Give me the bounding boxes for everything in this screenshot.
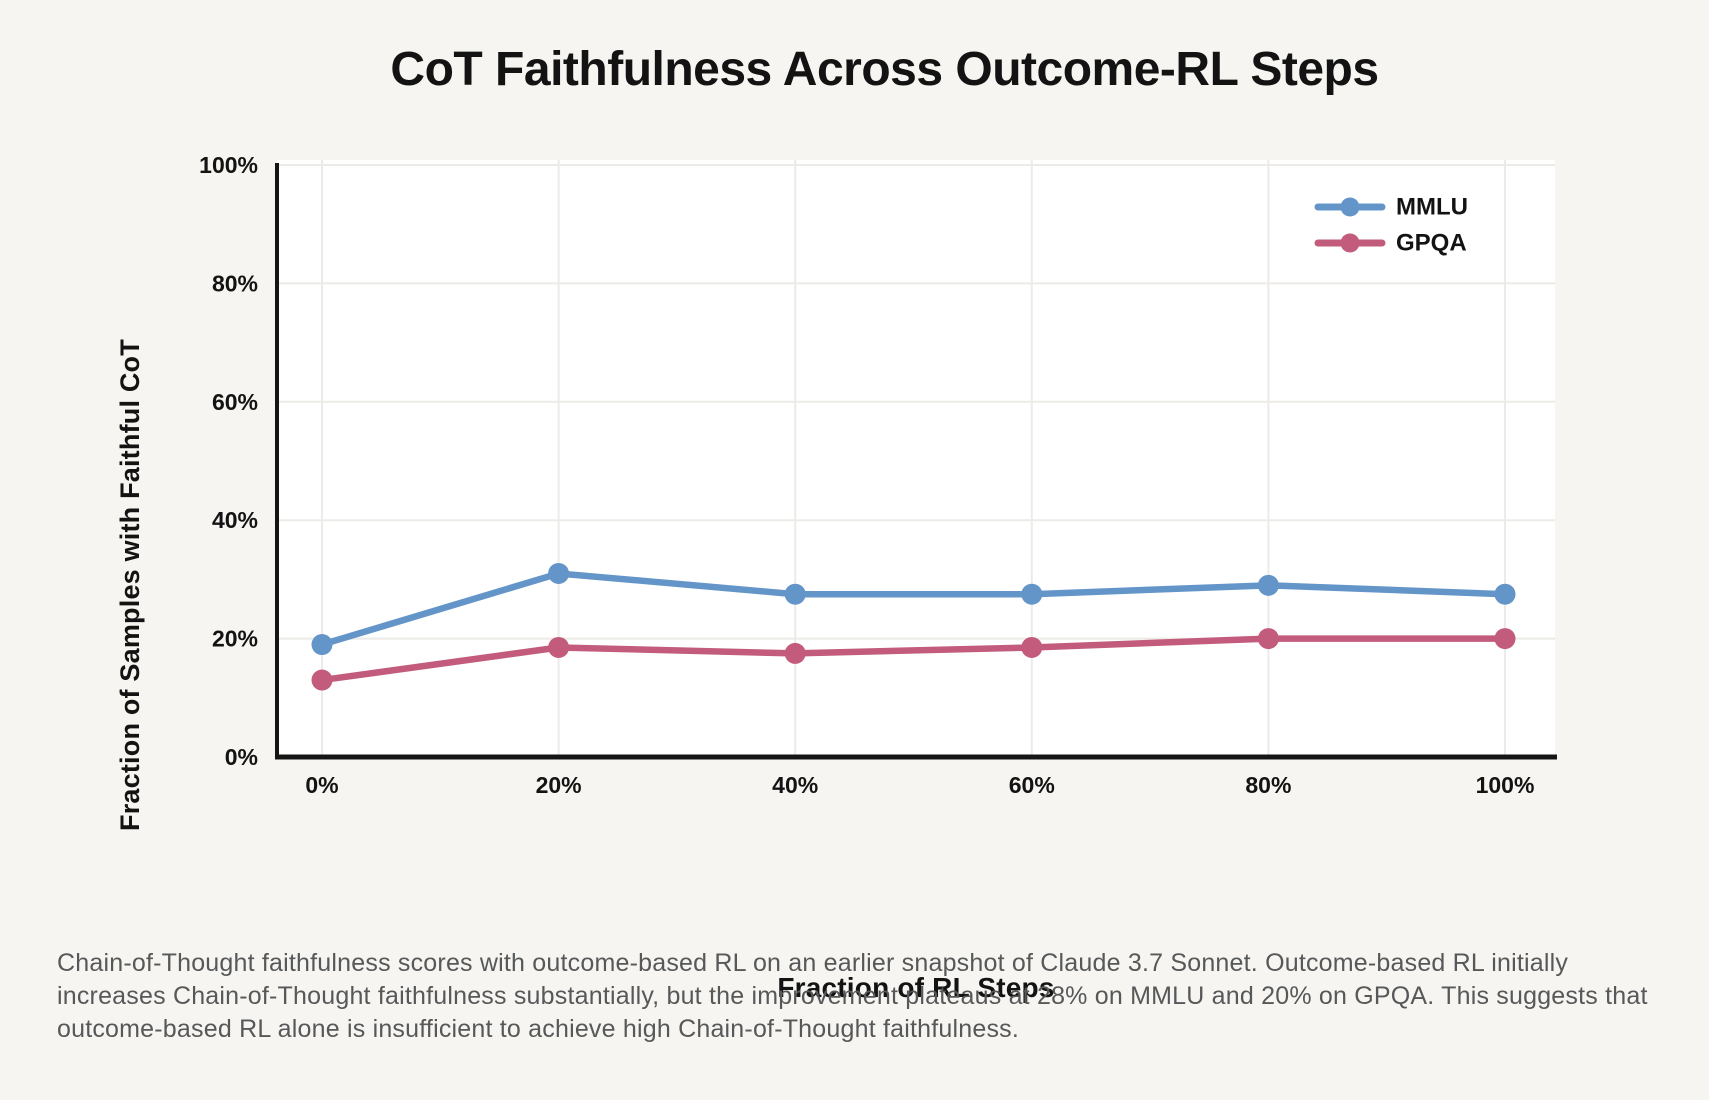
gpqa-marker	[311, 669, 333, 691]
mmlu-marker	[311, 634, 333, 656]
gpqa-marker	[1257, 628, 1279, 650]
legend-gpqa-label: GPQA	[1396, 230, 1467, 257]
mmlu-line	[318, 570, 1509, 648]
x-tick-label: 100%	[1476, 772, 1535, 798]
legend-mmlu-marker	[1340, 197, 1360, 217]
y-tick-label: 0%	[225, 744, 258, 770]
x-tick-label: 0%	[305, 772, 338, 798]
x-tick-label: 60%	[1009, 772, 1055, 798]
y-tick-label: 60%	[212, 389, 258, 415]
x-tick-label: 40%	[772, 772, 818, 798]
mmlu-marker	[784, 583, 806, 605]
gpqa-marker	[1494, 628, 1516, 650]
mmlu-marker	[1257, 574, 1279, 596]
mmlu-marker	[1021, 583, 1043, 605]
gpqa-marker	[1021, 636, 1043, 658]
gpqa-marker	[784, 642, 806, 664]
x-tick-label: 80%	[1245, 772, 1291, 798]
x-tick-label: 20%	[536, 772, 582, 798]
figure-caption: Chain-of-Thought faithfulness scores wit…	[57, 949, 1648, 1043]
y-tick-label: 100%	[199, 152, 258, 178]
plot-background	[277, 160, 1555, 757]
y-axis-title: Fraction of Samples with Faithful CoT	[115, 339, 145, 831]
line-chart: 0% 20% 40% 60% 80% 100% 0% 20% 40% 60% 80% 100% MMLU…	[0, 130, 1709, 1003]
y-tick-label: 40%	[212, 507, 258, 533]
gpqa-marker	[548, 636, 570, 658]
chart-title: CoT Faithfulness Across Outcome-RL Steps	[390, 43, 1379, 96]
x-axis-title: Fraction of RL Steps	[777, 972, 1055, 1003]
gpqa-line	[318, 635, 1509, 684]
legend-gpqa-marker	[1340, 233, 1360, 253]
legend-mmlu-label: MMLU	[1396, 194, 1468, 221]
chart-canvas: 0% 20% 40% 60% 80% 100% 0% 20% 40% 60% 80% 100% MMLU…	[199, 152, 1557, 798]
y-tick-label: 80%	[212, 270, 258, 296]
mmlu-marker	[548, 562, 570, 584]
y-tick-label: 20%	[212, 626, 258, 652]
mmlu-marker	[1494, 583, 1516, 605]
